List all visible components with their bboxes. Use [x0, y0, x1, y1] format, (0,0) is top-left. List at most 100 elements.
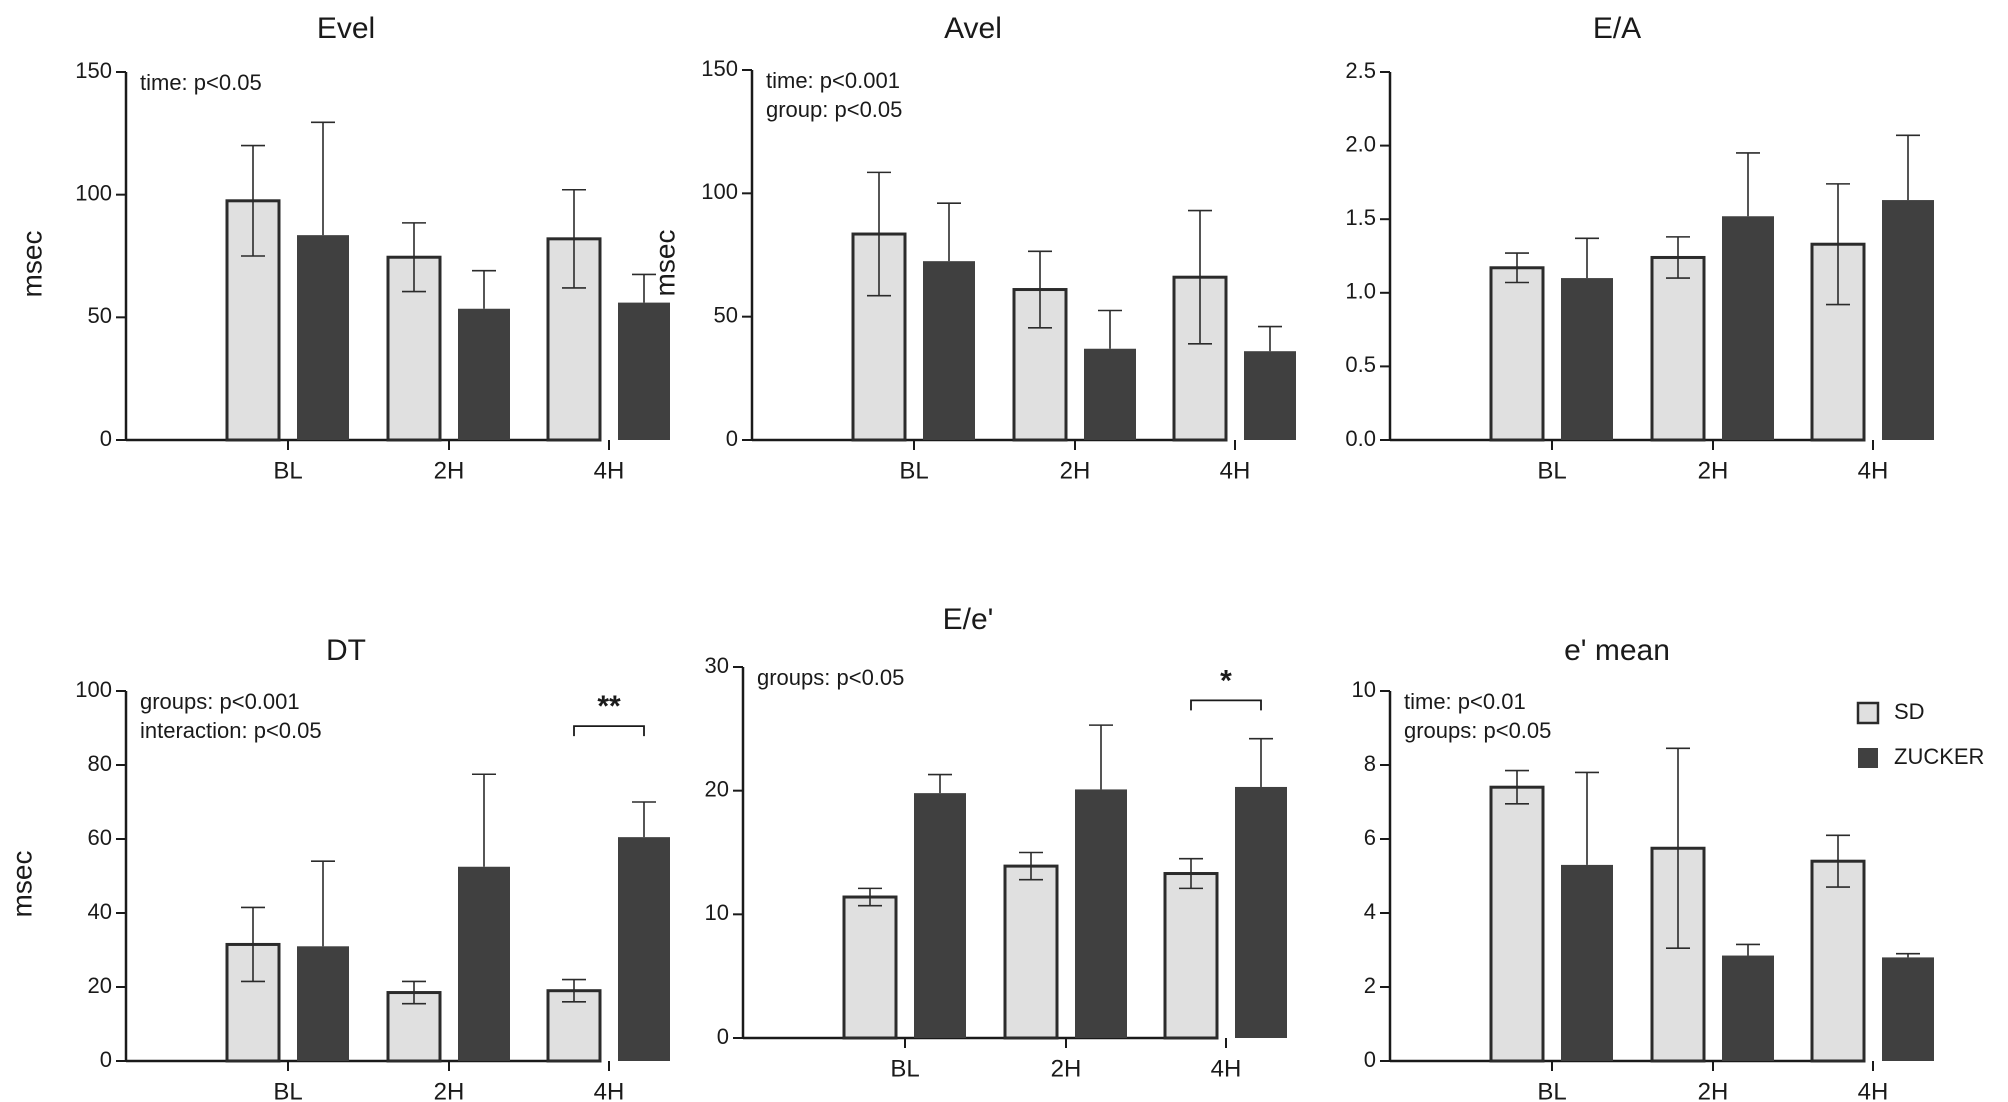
bar-zucker: [1561, 278, 1613, 440]
bar-zucker: [618, 837, 670, 1061]
y-tick-label: 50: [714, 302, 738, 327]
y-tick-label: 60: [88, 825, 112, 850]
y-tick-label: 100: [701, 179, 738, 204]
x-tick-label: BL: [890, 1055, 919, 1082]
y-tick-label: 20: [88, 973, 112, 998]
bar-zucker: [923, 261, 975, 440]
bar-sd: [1003, 864, 1059, 1040]
y-tick-label: 100: [75, 180, 112, 205]
x-tick-label: 4H: [1858, 457, 1889, 484]
significance-stars: **: [597, 690, 621, 723]
y-tick-label: 40: [88, 899, 112, 924]
y-tick-label: 0.5: [1345, 352, 1376, 377]
stat-annotation: group: p<0.05: [766, 97, 902, 122]
x-tick-label: 4H: [594, 1078, 625, 1102]
y-tick-label: 80: [88, 751, 112, 776]
bar-sd: [851, 232, 907, 442]
chart-title: E/A: [1593, 12, 1641, 45]
bar-zucker: [1882, 957, 1934, 1061]
y-tick-label: 50: [88, 303, 112, 328]
y-tick-label: 30: [705, 653, 729, 678]
significance-bracket: [1190, 699, 1262, 711]
bar-zucker: [297, 946, 349, 1061]
bar-sd: [842, 895, 898, 1040]
stat-annotation: groups: p<0.001: [140, 689, 300, 714]
x-tick-label: 2H: [1060, 457, 1091, 484]
significance-stars: *: [1220, 664, 1232, 697]
y-tick-label: 100: [75, 677, 112, 702]
x-tick-label: BL: [273, 1078, 302, 1102]
bar-zucker: [1722, 955, 1774, 1061]
chart-title: E/e': [943, 603, 994, 636]
bar-zucker: [1561, 864, 1613, 1061]
legend-label-sd: SD: [1894, 699, 1925, 724]
x-tick-label: BL: [273, 457, 302, 484]
bar-zucker: [458, 866, 510, 1061]
x-tick-label: 2H: [1698, 457, 1729, 484]
bar-zucker: [1235, 786, 1287, 1038]
bar-sd: [1810, 859, 1866, 1063]
x-tick-label: 4H: [1858, 1078, 1889, 1102]
legend-swatch-sd: [1856, 701, 1880, 725]
stat-annotation: time: p<0.01: [1404, 689, 1526, 714]
y-axis-label: msec: [6, 851, 37, 918]
bar-zucker: [1244, 351, 1296, 440]
y-tick-label: 2.0: [1345, 131, 1376, 156]
x-tick-label: 4H: [594, 457, 625, 484]
chart-title: e' mean: [1564, 634, 1670, 667]
chart-title: Avel: [944, 12, 1002, 45]
y-tick-label: 150: [75, 58, 112, 83]
x-tick-label: 2H: [434, 457, 465, 484]
y-tick-label: 2.5: [1345, 58, 1376, 83]
bar-sd: [1489, 785, 1545, 1063]
y-tick-label: 6: [1364, 825, 1376, 850]
y-tick-label: 4: [1364, 899, 1376, 924]
x-tick-label: BL: [899, 457, 928, 484]
y-tick-label: 8: [1364, 751, 1376, 776]
significance-bracket: [573, 725, 645, 737]
x-tick-label: 2H: [1698, 1078, 1729, 1102]
stat-annotation: groups: p<0.05: [1404, 718, 1551, 743]
x-tick-label: 2H: [1051, 1055, 1082, 1082]
y-tick-label: 0: [100, 1047, 112, 1072]
y-tick-label: 0: [717, 1024, 729, 1049]
y-tick-label: 0.0: [1345, 426, 1376, 451]
y-tick-label: 10: [705, 900, 729, 925]
bar-sd: [1489, 266, 1545, 442]
y-tick-label: 0: [100, 426, 112, 451]
x-tick-label: 4H: [1211, 1055, 1242, 1082]
y-tick-label: 10: [1352, 677, 1376, 702]
y-tick-label: 2: [1364, 973, 1376, 998]
legend-swatch-zucker: [1858, 748, 1878, 768]
bar-zucker: [1084, 348, 1136, 440]
y-tick-label: 1.0: [1345, 279, 1376, 304]
chart-title: DT: [326, 634, 366, 667]
x-tick-label: 2H: [434, 1078, 465, 1102]
x-tick-label: BL: [1537, 1078, 1566, 1102]
stat-annotation: groups: p<0.05: [757, 665, 904, 690]
y-tick-label: 0: [1364, 1047, 1376, 1072]
bar-zucker: [1882, 200, 1934, 440]
bar-zucker: [1075, 789, 1127, 1038]
stat-annotation: time: p<0.05: [140, 70, 262, 95]
y-tick-label: 150: [701, 56, 738, 81]
stat-annotation: interaction: p<0.05: [140, 718, 322, 743]
bar-zucker: [914, 793, 966, 1038]
bar-zucker: [1722, 216, 1774, 440]
bar-sd: [1163, 872, 1219, 1040]
legend-label-zucker: ZUCKER: [1894, 744, 1984, 769]
y-tick-label: 0: [726, 426, 738, 451]
y-axis-label: msec: [16, 231, 47, 298]
bar-sd: [1650, 255, 1706, 442]
bar-zucker: [297, 235, 349, 440]
y-tick-label: 1.5: [1345, 205, 1376, 230]
x-tick-label: 4H: [1220, 457, 1251, 484]
bar-zucker: [618, 302, 670, 440]
chart-title: Evel: [317, 12, 375, 45]
x-tick-label: BL: [1537, 457, 1566, 484]
y-tick-label: 20: [705, 776, 729, 801]
y-axis-label: msec: [649, 230, 680, 297]
stat-annotation: time: p<0.001: [766, 68, 900, 93]
bar-zucker: [458, 308, 510, 440]
